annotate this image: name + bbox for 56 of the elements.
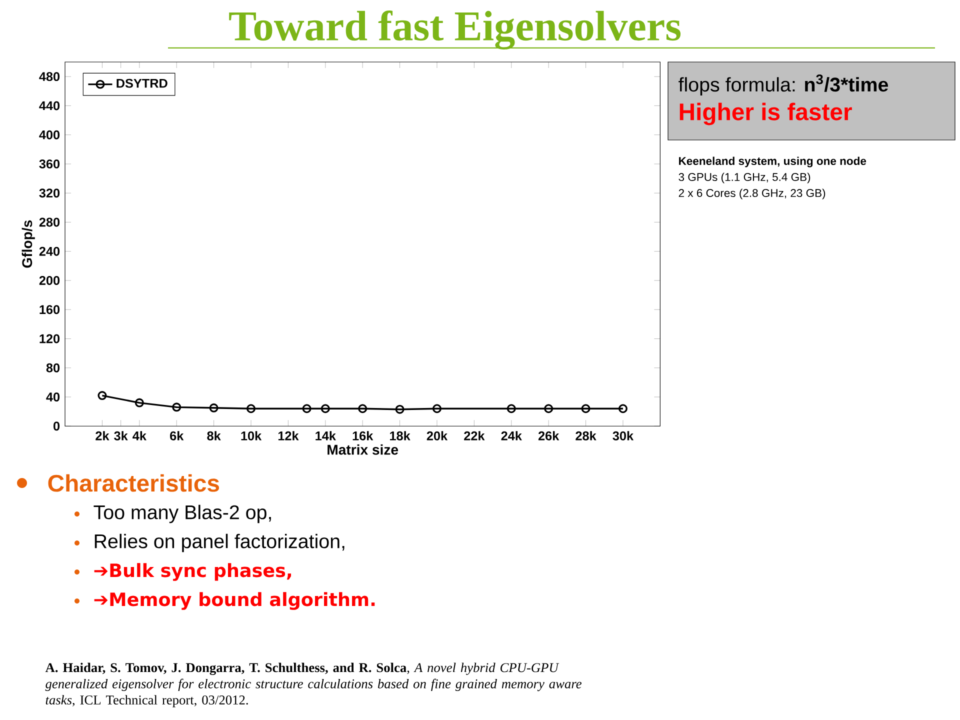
point xyxy=(544,404,554,414)
text: ➔Bulk sync phases, xyxy=(94,563,292,581)
point xyxy=(581,404,590,414)
y-axis-title: Gflop/s xyxy=(22,220,35,268)
text: A. Haidar, S. Tomov, J. Dongarra, T. Schulthess, and R. Solca, A novel hybrid CPU-GPU generalized eigensolver for electronic structure calculations based on fine grained memory aware tasks, ICL Technical report, 03/2012. xyxy=(45,662,582,708)
y-tick-label: 160 xyxy=(40,305,60,314)
x-tick-label: 16k xyxy=(352,431,374,440)
point xyxy=(209,403,218,412)
text: Relies on panel factorization, xyxy=(94,534,344,552)
text: Too many Blas-2 op, xyxy=(94,504,271,524)
text: flops formula: n$^{3}$/3*time xyxy=(678,74,888,96)
text: Characteristics xyxy=(48,474,220,492)
x-tick-label: 12k xyxy=(278,431,299,440)
point xyxy=(134,398,144,408)
x-tick-label: 28k xyxy=(576,431,596,440)
y-tick-label: 320 xyxy=(39,188,60,198)
y-tick-label: 360 xyxy=(39,159,60,168)
text: Higher is faster xyxy=(680,102,852,126)
text: 2 x 6 Cores (2.8 GHz, 23 GB) xyxy=(678,188,826,200)
x-tick-label: 20k xyxy=(426,431,448,440)
point xyxy=(320,404,330,414)
text: Keeneland system, using one node xyxy=(679,156,866,168)
y-tick-label: 480 xyxy=(39,72,60,82)
x-tick-label: 24k xyxy=(501,431,522,440)
point xyxy=(358,404,368,414)
x-tick-label: 4k xyxy=(132,431,146,440)
text: 3 GPUs (1.1 GHz, 5.4 GB) xyxy=(678,172,810,184)
x-tick-label: 14k xyxy=(316,431,336,440)
point xyxy=(432,404,442,414)
y-tick-label: 240 xyxy=(39,246,60,256)
y-tick-label: 400 xyxy=(39,130,60,140)
point xyxy=(172,402,182,412)
x-tick-label: 6k xyxy=(170,431,184,440)
chart-title: Toward fast Eigensolvers xyxy=(229,10,681,50)
point xyxy=(395,404,404,414)
y-tick-label: 40 xyxy=(46,392,60,402)
x-tick-label: 2k xyxy=(96,431,110,440)
x-axis-title: Matrix size xyxy=(328,444,398,455)
y-tick-label: 200 xyxy=(39,276,60,285)
x-tick-label: 18k xyxy=(390,431,410,440)
point xyxy=(302,404,312,414)
y-tick-label: 80 xyxy=(46,363,60,372)
x-tick-label: 26k xyxy=(538,431,560,440)
x-tick-label: 30k xyxy=(612,431,634,440)
point xyxy=(506,404,516,414)
x-tick-label: 3k xyxy=(114,431,128,440)
legend-label: DSYTRD xyxy=(116,78,168,88)
text: ➔Memory bound algorithm. xyxy=(94,592,375,610)
y-tick-label: 280 xyxy=(39,218,60,227)
y-tick-label: 0 xyxy=(54,422,60,431)
y-tick-label: 440 xyxy=(39,101,60,110)
x-tick-label: 10k xyxy=(241,431,262,440)
point xyxy=(246,404,256,414)
x-tick-label: 22k xyxy=(464,431,485,440)
y-tick-label: 120 xyxy=(40,334,60,344)
x-tick-label: 8k xyxy=(207,431,221,440)
